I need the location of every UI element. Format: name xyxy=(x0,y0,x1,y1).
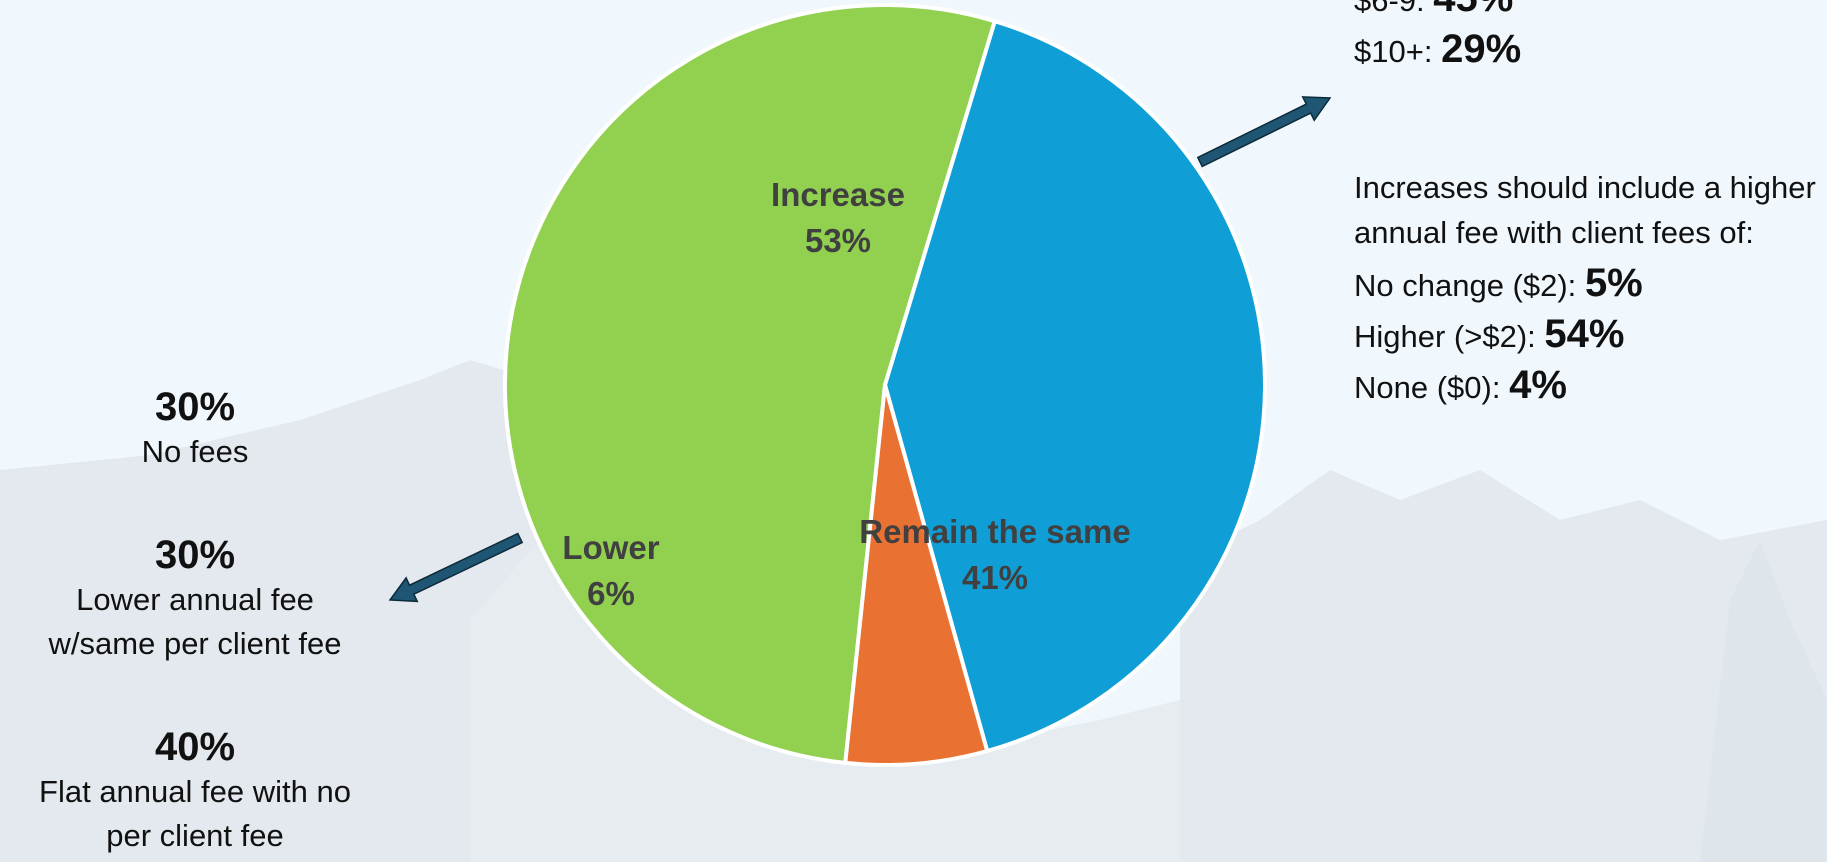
lower-breakdown-item: 30% Lower annual fee w/same per client f… xyxy=(0,532,390,666)
increase-top-item: $10+: 29% xyxy=(1354,27,1521,74)
increase-fee-item: Higher (>$2): 54% xyxy=(1354,312,1824,359)
increase-breakdown-top: $6-9: 45% $10+: 29% xyxy=(1354,0,1521,74)
increase-fee-value: 4% xyxy=(1509,363,1567,407)
increase-breakdown-fees: Increases should include a higher annual… xyxy=(1354,165,1824,410)
increase-fee-label: Higher (>$2): xyxy=(1354,319,1536,354)
lower-breakdown-pct: 40% xyxy=(0,724,390,770)
lower-breakdown-pct: 30% xyxy=(0,532,390,578)
lower-breakdown-item: 30% No fees xyxy=(0,384,390,474)
increase-fee-label: None ($0): xyxy=(1354,370,1500,405)
lower-callout-arrow-icon xyxy=(390,534,522,602)
lower-breakdown-text: No fees xyxy=(0,430,390,474)
increase-fee-item: No change ($2): 5% xyxy=(1354,261,1824,308)
increase-fee-label: No change ($2): xyxy=(1354,268,1576,303)
lower-breakdown-item: 40% Flat annual fee with no per client f… xyxy=(0,724,390,858)
increase-fee-value: 54% xyxy=(1544,312,1624,356)
lower-breakdown-text: per client fee xyxy=(0,814,390,858)
increase-top-value: 45% xyxy=(1433,0,1513,20)
increase-top-item: $6-9: 45% xyxy=(1354,0,1521,23)
lower-breakdown-text: Flat annual fee with no xyxy=(0,770,390,814)
increase-fee-value: 5% xyxy=(1585,261,1643,305)
increase-top-value: 29% xyxy=(1441,27,1521,71)
lower-breakdown-pct: 30% xyxy=(0,384,390,430)
lower-breakdown-text: w/same per client fee xyxy=(0,622,390,666)
increase-top-label: $6-9: xyxy=(1354,0,1425,18)
increase-fee-item: None ($0): 4% xyxy=(1354,363,1824,410)
increase-top-label: $10+: xyxy=(1354,34,1432,69)
lower-breakdown-text: Lower annual fee xyxy=(0,578,390,622)
increase-callout-arrow-icon xyxy=(1198,97,1330,167)
increase-intro-text: Increases should include a higher annual… xyxy=(1354,165,1824,255)
